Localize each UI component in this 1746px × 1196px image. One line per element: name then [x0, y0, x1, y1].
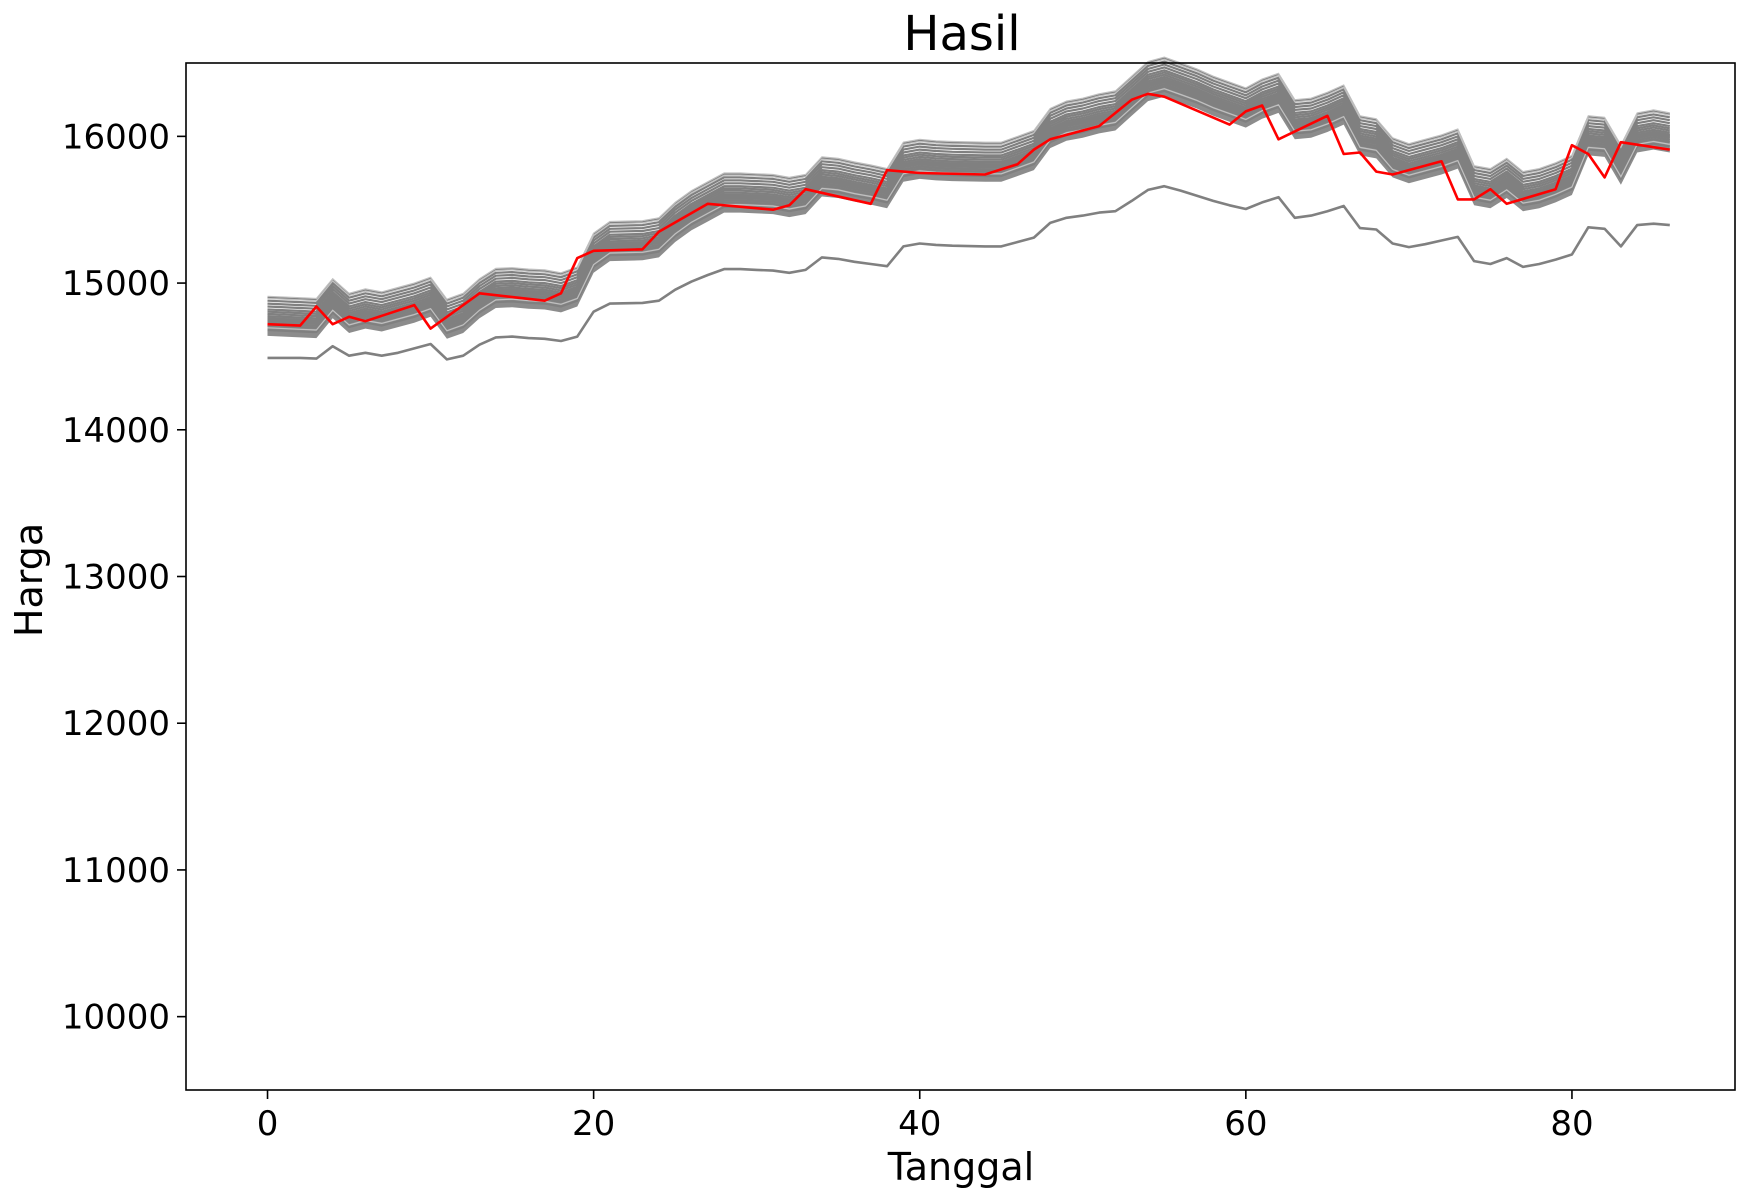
predicted-line-10 — [267, 63, 1670, 308]
predicted-line-3 — [267, 79, 1670, 324]
predicted-line-12 — [267, 57, 1670, 302]
x-axis: 0 20 40 60 80 — [257, 1090, 1594, 1144]
chart-title: Hasil — [903, 6, 1020, 62]
actual-line — [267, 92, 1670, 330]
x-tick-label: 0 — [257, 1104, 279, 1144]
y-axis-label: Harga — [7, 523, 51, 637]
y-tick-label: 13000 — [62, 558, 170, 598]
predicted-edge-1 — [267, 58, 1670, 303]
predicted-line-6 — [267, 73, 1670, 318]
predicted-edge-0 — [267, 56, 1670, 300]
x-tick-label: 80 — [1550, 1104, 1593, 1144]
predicted-line-2 — [267, 80, 1670, 326]
y-tick-label: 16000 — [62, 117, 170, 157]
predicted-line-9 — [267, 66, 1670, 311]
y-tick-label: 14000 — [62, 411, 170, 451]
predicted-line-4 — [267, 77, 1670, 323]
predicted-line-7 — [267, 71, 1670, 316]
y-tick-label: 11000 — [62, 851, 170, 891]
x-tick-label: 40 — [898, 1104, 941, 1144]
predicted-line-1 — [267, 83, 1670, 328]
predicted-line-11 — [267, 60, 1670, 305]
y-tick-label: 10000 — [62, 998, 170, 1038]
predicted-line-lower — [267, 184, 1670, 361]
predicted-line-8 — [267, 69, 1670, 314]
series-layer — [267, 56, 1670, 361]
x-axis-label: Tanggal — [887, 1145, 1034, 1189]
x-tick-label: 60 — [1224, 1104, 1267, 1144]
predicted-line-5 — [267, 75, 1670, 321]
y-tick-label: 15000 — [62, 264, 170, 304]
y-axis: 10000 11000 12000 13000 14000 15000 16000 — [62, 117, 186, 1038]
y-tick-label: 12000 — [62, 704, 170, 744]
x-tick-label: 20 — [572, 1104, 615, 1144]
